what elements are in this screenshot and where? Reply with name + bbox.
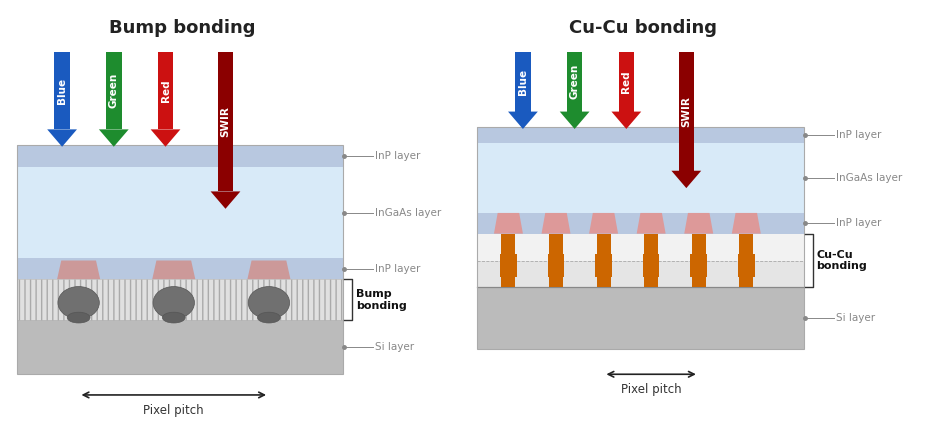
Text: Red: Red	[161, 79, 170, 102]
Bar	[17, 144, 343, 167]
Text: Si layer: Si layer	[836, 313, 875, 323]
Bar	[739, 233, 753, 254]
Bar	[692, 233, 706, 254]
Bar	[739, 277, 753, 287]
Bar	[595, 254, 612, 277]
Bar	[17, 144, 343, 374]
Bar	[54, 52, 70, 129]
Bar	[106, 52, 122, 129]
Text: Cu-Cu
bonding: Cu-Cu bonding	[817, 250, 868, 271]
Bar	[549, 277, 563, 287]
Polygon shape	[611, 111, 641, 129]
Bar	[643, 254, 659, 277]
Bar	[644, 233, 658, 254]
Polygon shape	[671, 171, 701, 188]
Bar	[477, 127, 804, 350]
Text: Red: Red	[621, 70, 631, 93]
Bar	[158, 52, 173, 129]
Bar	[644, 277, 658, 287]
Polygon shape	[151, 129, 180, 147]
Bar	[477, 143, 804, 213]
Bar	[692, 277, 706, 287]
Bar	[477, 287, 804, 350]
Text: SWIR: SWIR	[682, 96, 691, 126]
Text: Cu-Cu bonding: Cu-Cu bonding	[569, 18, 717, 37]
Text: Pixel pitch: Pixel pitch	[143, 404, 204, 417]
Text: Si layer: Si layer	[375, 342, 415, 352]
Polygon shape	[560, 111, 590, 129]
Text: Pixel pitch: Pixel pitch	[621, 384, 682, 396]
Polygon shape	[57, 261, 100, 279]
Text: Blue: Blue	[518, 68, 528, 95]
Bar	[477, 261, 804, 287]
Text: Green: Green	[569, 64, 579, 99]
Polygon shape	[508, 111, 538, 129]
Bar	[596, 233, 611, 254]
Bar	[17, 320, 343, 374]
Bar	[501, 277, 515, 287]
Text: SWIR: SWIR	[220, 106, 231, 137]
Bar	[596, 277, 611, 287]
Text: InP layer: InP layer	[836, 218, 882, 228]
Polygon shape	[589, 213, 618, 233]
Text: Bump
bonding: Bump bonding	[356, 289, 406, 310]
Polygon shape	[210, 191, 240, 209]
Bar	[738, 254, 754, 277]
Polygon shape	[153, 261, 195, 279]
Polygon shape	[732, 213, 761, 233]
Bar	[17, 167, 343, 258]
Text: InP layer: InP layer	[375, 264, 420, 274]
Polygon shape	[541, 213, 570, 233]
Text: InP layer: InP layer	[836, 130, 882, 140]
Polygon shape	[637, 213, 666, 233]
Ellipse shape	[163, 312, 185, 323]
Bar	[618, 52, 634, 111]
Bar	[567, 52, 582, 111]
Ellipse shape	[153, 286, 194, 319]
Bar	[477, 213, 804, 233]
Ellipse shape	[248, 286, 289, 319]
Bar	[477, 127, 804, 143]
Polygon shape	[99, 129, 128, 147]
Bar	[548, 254, 565, 277]
Ellipse shape	[67, 312, 90, 323]
Bar	[477, 233, 804, 261]
Ellipse shape	[58, 286, 100, 319]
Bar	[549, 233, 563, 254]
Bar	[515, 52, 531, 111]
Bar	[17, 279, 343, 320]
Ellipse shape	[258, 312, 280, 323]
Polygon shape	[494, 213, 523, 233]
Text: InGaAs layer: InGaAs layer	[375, 208, 442, 218]
Text: Green: Green	[109, 73, 119, 108]
Bar	[501, 233, 515, 254]
Text: Blue: Blue	[57, 77, 67, 104]
Polygon shape	[247, 261, 290, 279]
Text: Bump bonding: Bump bonding	[109, 18, 256, 37]
Polygon shape	[47, 129, 77, 147]
Bar	[690, 254, 707, 277]
Text: InP layer: InP layer	[375, 151, 420, 161]
Bar	[500, 254, 517, 277]
Bar	[218, 52, 233, 191]
Polygon shape	[684, 213, 713, 233]
Bar	[17, 258, 343, 279]
Bar	[679, 52, 694, 171]
Text: InGaAs layer: InGaAs layer	[836, 173, 902, 183]
